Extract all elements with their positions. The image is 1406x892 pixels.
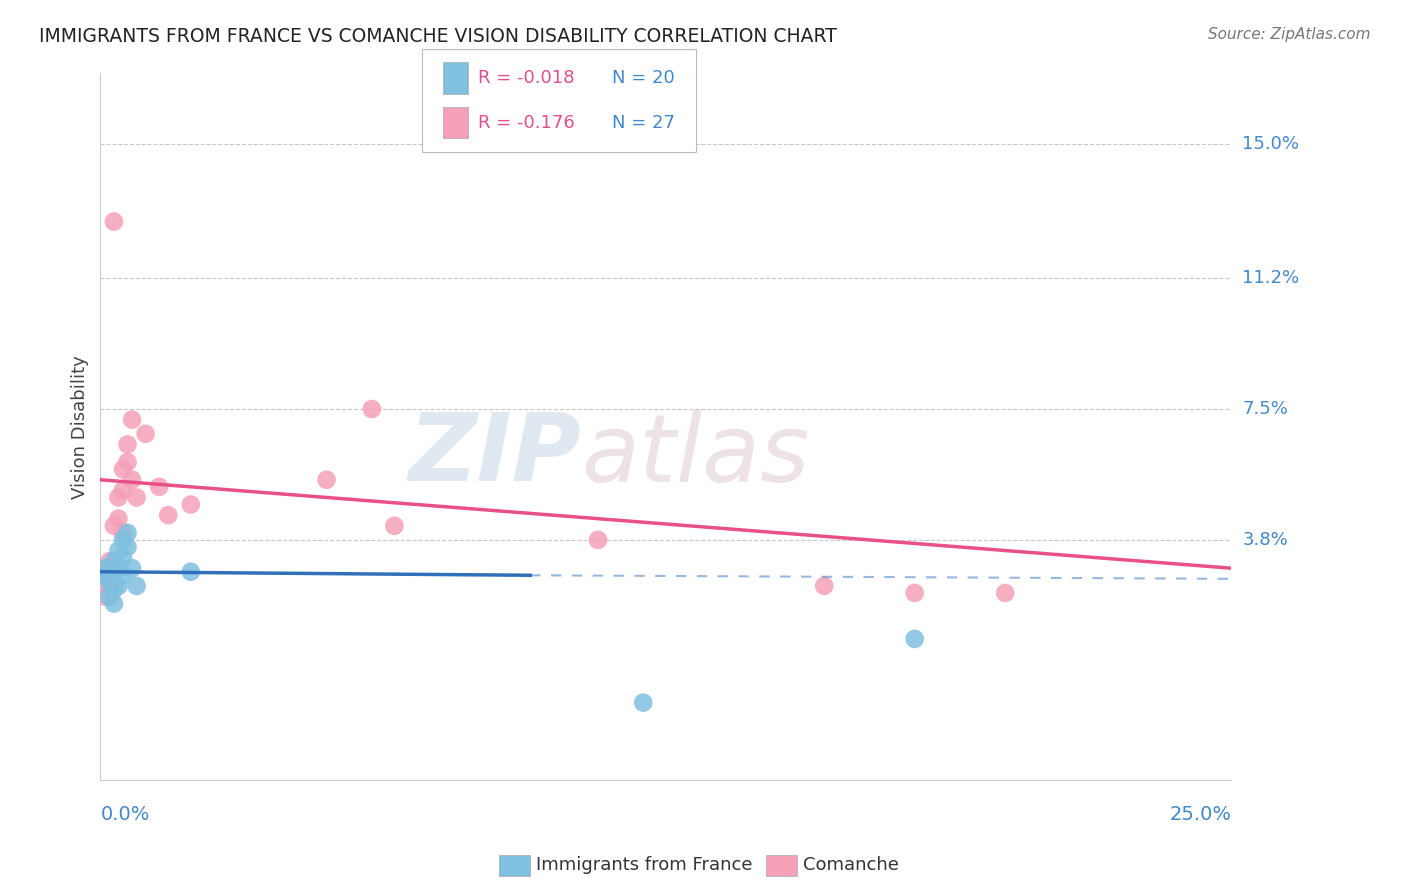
Point xyxy=(813,579,835,593)
Text: Comanche: Comanche xyxy=(803,856,898,874)
Point xyxy=(315,473,337,487)
Point xyxy=(103,518,125,533)
Y-axis label: Vision Disability: Vision Disability xyxy=(72,355,89,499)
Point xyxy=(180,565,202,579)
Point xyxy=(111,525,134,540)
Point xyxy=(111,533,134,547)
Point xyxy=(111,462,134,476)
Text: 15.0%: 15.0% xyxy=(1243,135,1299,153)
Point xyxy=(94,561,117,575)
Text: Source: ZipAtlas.com: Source: ZipAtlas.com xyxy=(1208,27,1371,42)
Point xyxy=(98,575,121,590)
Text: 25.0%: 25.0% xyxy=(1170,805,1232,824)
Point xyxy=(111,568,134,582)
Point xyxy=(121,412,143,426)
Point xyxy=(121,473,143,487)
Point xyxy=(98,590,121,604)
Point xyxy=(135,426,157,441)
Point xyxy=(994,586,1017,600)
Point xyxy=(117,437,139,451)
Point xyxy=(111,483,134,498)
Point xyxy=(904,632,927,646)
Point xyxy=(631,696,654,710)
Text: 11.2%: 11.2% xyxy=(1243,269,1299,287)
Point xyxy=(384,518,406,533)
Text: R = -0.176: R = -0.176 xyxy=(478,113,575,132)
Text: N = 27: N = 27 xyxy=(612,113,675,132)
Point xyxy=(94,568,117,582)
Point xyxy=(107,579,129,593)
Point xyxy=(98,579,121,593)
Point xyxy=(107,561,129,575)
Point xyxy=(148,480,170,494)
Text: R = -0.018: R = -0.018 xyxy=(478,69,575,87)
Point xyxy=(103,554,125,568)
Text: N = 20: N = 20 xyxy=(612,69,675,87)
Point xyxy=(107,511,129,525)
Point xyxy=(94,590,117,604)
Point xyxy=(103,597,125,611)
Point xyxy=(103,214,125,228)
Text: ZIP: ZIP xyxy=(408,409,581,501)
Point xyxy=(111,550,134,565)
Point xyxy=(117,525,139,540)
Point xyxy=(125,491,148,505)
Point xyxy=(107,543,129,558)
Point xyxy=(117,540,139,554)
Point xyxy=(180,498,202,512)
Point xyxy=(157,508,180,523)
Text: atlas: atlas xyxy=(581,409,810,500)
Point xyxy=(98,554,121,568)
Point xyxy=(117,455,139,469)
Point xyxy=(904,586,927,600)
Point xyxy=(586,533,609,547)
Point xyxy=(360,402,382,417)
Text: Immigrants from France: Immigrants from France xyxy=(536,856,752,874)
Text: 3.8%: 3.8% xyxy=(1243,531,1288,549)
Text: IMMIGRANTS FROM FRANCE VS COMANCHE VISION DISABILITY CORRELATION CHART: IMMIGRANTS FROM FRANCE VS COMANCHE VISIO… xyxy=(39,27,837,45)
Point xyxy=(107,491,129,505)
Text: 7.5%: 7.5% xyxy=(1243,400,1288,418)
Point xyxy=(94,568,117,582)
Point xyxy=(125,579,148,593)
Point xyxy=(121,561,143,575)
Text: 0.0%: 0.0% xyxy=(100,805,149,824)
Point xyxy=(103,582,125,597)
